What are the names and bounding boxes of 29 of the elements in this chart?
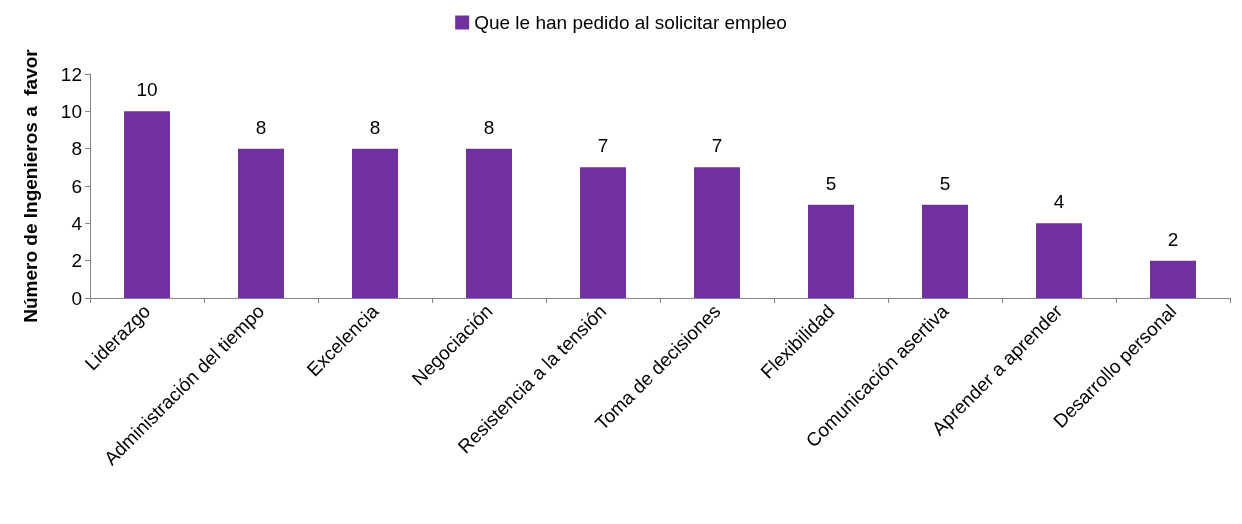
- data-label: 4: [1053, 191, 1065, 213]
- data-label: 2: [1167, 228, 1179, 250]
- y-tick-label: 6: [71, 175, 82, 197]
- data-label: 10: [136, 79, 158, 101]
- data-label: 7: [597, 135, 609, 157]
- bar: [352, 148, 398, 298]
- data-label: 7: [711, 135, 723, 157]
- bar: [694, 167, 740, 298]
- y-tick-label: 8: [71, 138, 82, 160]
- y-tick-label: 2: [71, 250, 82, 272]
- legend-label: Que le han pedido al solicitar empleo: [474, 12, 787, 33]
- data-label: 5: [939, 172, 951, 194]
- data-label: 8: [255, 116, 267, 138]
- bar: [808, 204, 854, 298]
- y-tick-label: 10: [60, 100, 82, 122]
- y-tick-label: 12: [60, 63, 82, 85]
- data-label: 8: [369, 116, 381, 138]
- bar: [466, 148, 512, 298]
- y-tick-label: 4: [71, 212, 83, 234]
- bar: [580, 167, 626, 298]
- data-label: 8: [483, 116, 495, 138]
- y-tick-label: 0: [71, 287, 82, 309]
- bar: [922, 204, 968, 298]
- bar: [238, 148, 284, 298]
- bar: [1036, 223, 1082, 298]
- bar: [124, 111, 170, 298]
- y-axis-title: Número de Ingenieros a favor: [20, 48, 41, 323]
- bar: [1150, 260, 1196, 298]
- data-label: 5: [825, 172, 837, 194]
